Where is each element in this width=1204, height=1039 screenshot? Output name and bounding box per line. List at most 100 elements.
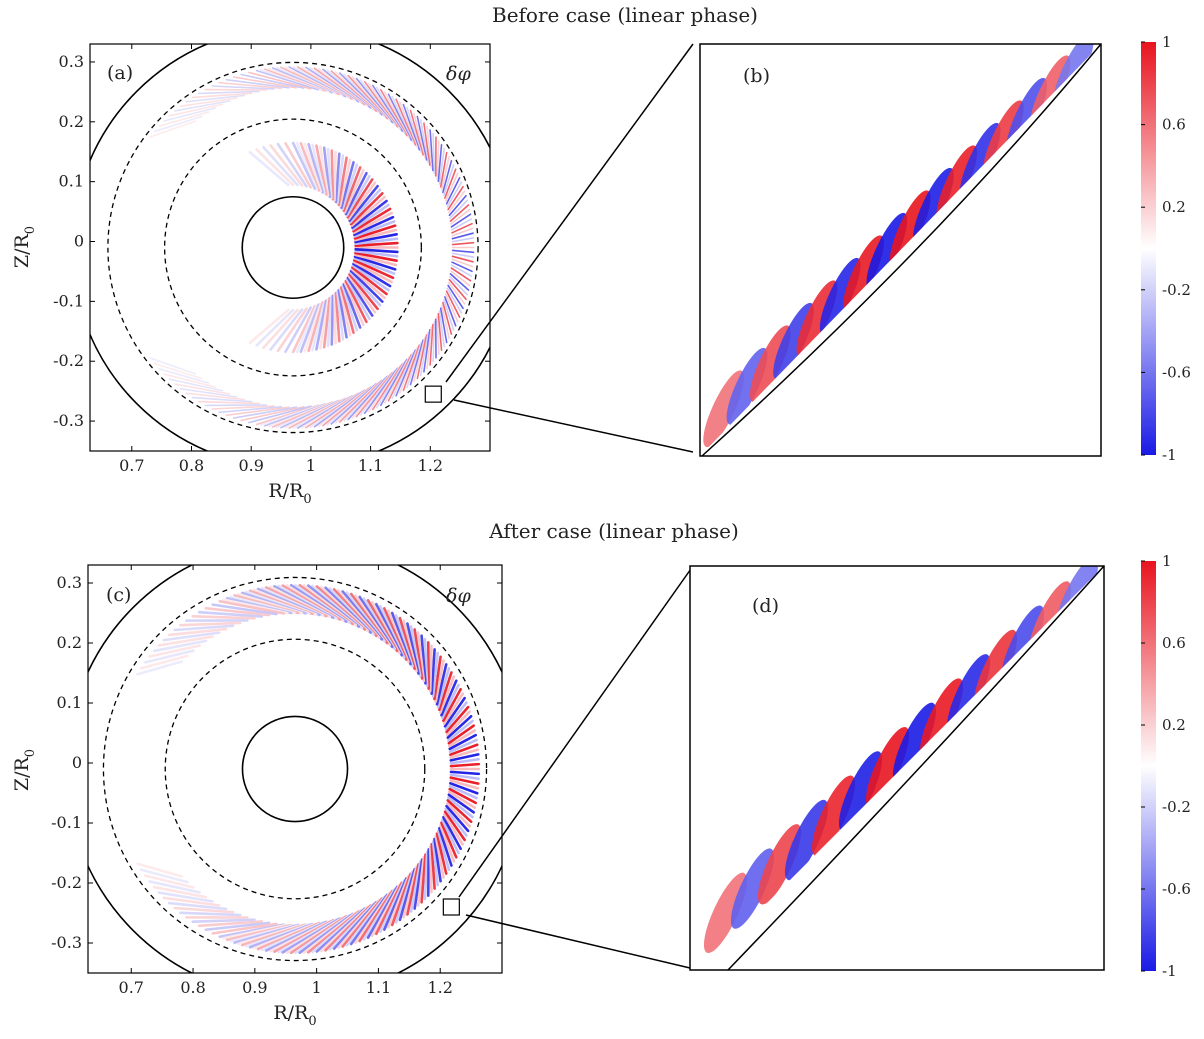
field-eddy bbox=[334, 381, 380, 424]
field-eddy bbox=[211, 405, 275, 410]
field-eddy bbox=[449, 770, 481, 776]
panel-a-field-label: δφ bbox=[446, 63, 471, 85]
field-eddy bbox=[449, 762, 481, 768]
field-eddy bbox=[432, 321, 436, 363]
zoom-stripe bbox=[757, 824, 802, 905]
field-eddy bbox=[179, 97, 238, 108]
field-eddy bbox=[402, 103, 421, 151]
x-tick-label: 1 bbox=[306, 456, 316, 475]
field-eddy bbox=[443, 696, 466, 728]
field-eddy bbox=[449, 748, 480, 759]
field-eddy bbox=[326, 295, 333, 348]
field-eddy bbox=[284, 398, 343, 429]
field-eddy bbox=[423, 637, 429, 688]
field-eddy bbox=[353, 228, 398, 242]
field-eddy bbox=[348, 184, 379, 222]
field-eddy bbox=[449, 275, 469, 296]
field-eddy bbox=[448, 790, 477, 809]
field-eddy bbox=[345, 174, 371, 217]
field-eddy bbox=[157, 891, 214, 903]
field-eddy bbox=[349, 192, 384, 226]
field-eddy bbox=[343, 168, 365, 214]
field-eddy bbox=[445, 705, 470, 734]
field-eddy bbox=[420, 853, 427, 904]
field-eddy bbox=[372, 84, 404, 132]
field-eddy bbox=[334, 152, 341, 204]
field-eddy bbox=[211, 85, 275, 90]
field-eddy bbox=[340, 286, 355, 334]
field-eddy bbox=[426, 125, 433, 169]
panel-a-field bbox=[149, 66, 475, 429]
field-eddy bbox=[179, 911, 242, 917]
field-eddy bbox=[345, 278, 371, 321]
field-eddy bbox=[334, 71, 380, 114]
field-eddy bbox=[351, 264, 390, 292]
field-eddy bbox=[419, 331, 430, 377]
panel-c-xlabel: R/R0 bbox=[273, 1002, 316, 1029]
field-eddy bbox=[383, 877, 408, 931]
y-tick-label: -0.2 bbox=[51, 873, 82, 892]
field-eddy bbox=[448, 787, 477, 805]
panel-c-plot: 0.7 0.8 0.9 1 1.1 1.2 0.30.20.10-0.1-0.2-0.3 … bbox=[11, 564, 503, 1029]
field-eddy bbox=[447, 284, 464, 310]
y-tick-label: 0.1 bbox=[57, 693, 82, 712]
field-eddy bbox=[442, 159, 453, 194]
field-eddy bbox=[143, 649, 195, 664]
field-eddy bbox=[447, 281, 466, 305]
field-eddy bbox=[413, 628, 424, 680]
field-eddy bbox=[354, 233, 398, 244]
x-tick-label: 1.2 bbox=[418, 456, 443, 475]
field-eddy bbox=[342, 282, 362, 329]
field-eddy bbox=[218, 599, 286, 615]
field-eddy bbox=[441, 683, 460, 720]
field-eddy bbox=[158, 111, 210, 127]
field-eddy bbox=[413, 336, 426, 383]
field-eddy bbox=[337, 289, 348, 339]
field-eddy bbox=[248, 308, 290, 345]
field-eddy bbox=[162, 896, 221, 907]
y-tick-label: 0.3 bbox=[59, 52, 84, 71]
field-eddy bbox=[353, 255, 397, 271]
field-eddy bbox=[173, 906, 235, 914]
panel-b-label: (b) bbox=[743, 65, 770, 87]
field-eddy bbox=[352, 262, 392, 288]
field-eddy bbox=[448, 194, 467, 217]
panel-c-dashed-circle-inner bbox=[164, 638, 426, 900]
field-eddy bbox=[315, 299, 328, 351]
field-eddy bbox=[163, 373, 217, 388]
field-eddy bbox=[451, 222, 473, 234]
field-eddy bbox=[423, 329, 431, 373]
field-eddy bbox=[319, 145, 330, 197]
field-eddy bbox=[372, 363, 404, 411]
x-tick-label: 1.1 bbox=[358, 456, 383, 475]
field-eddy bbox=[240, 73, 305, 89]
field-eddy bbox=[339, 72, 383, 116]
field-eddy bbox=[349, 269, 384, 303]
field-eddy bbox=[240, 406, 305, 422]
field-eddy bbox=[355, 371, 394, 418]
x-tick-label: 0.8 bbox=[179, 456, 204, 475]
field-eddy bbox=[343, 73, 386, 118]
field-eddy bbox=[446, 799, 473, 824]
colorbar-bottom-bar bbox=[1141, 561, 1156, 971]
y-tick-label: -0.2 bbox=[53, 351, 84, 370]
field-eddy bbox=[295, 304, 319, 354]
field-eddy bbox=[163, 107, 217, 122]
colorbar-tick-label: 1 bbox=[1162, 33, 1172, 51]
field-eddy bbox=[416, 334, 428, 380]
x-tick-label: 0.7 bbox=[119, 978, 144, 997]
field-eddy bbox=[319, 298, 330, 350]
field-eddy bbox=[367, 82, 401, 130]
field-eddy bbox=[446, 714, 473, 739]
field-eddy bbox=[451, 255, 474, 263]
panel-a-x-ticks: 0.7 0.8 0.9 1 1.1 1.2 bbox=[119, 44, 443, 475]
field-eddy bbox=[428, 644, 433, 693]
field-eddy bbox=[451, 249, 475, 254]
title-bottom: After case (linear phase) bbox=[488, 519, 739, 543]
field-eddy bbox=[338, 158, 352, 208]
field-eddy bbox=[437, 312, 443, 352]
panel-c-field-label: δφ bbox=[446, 585, 471, 607]
connector-c-d-bottom bbox=[465, 914, 691, 969]
field-eddy bbox=[198, 90, 260, 95]
y-tick-label: 0.2 bbox=[59, 112, 84, 131]
